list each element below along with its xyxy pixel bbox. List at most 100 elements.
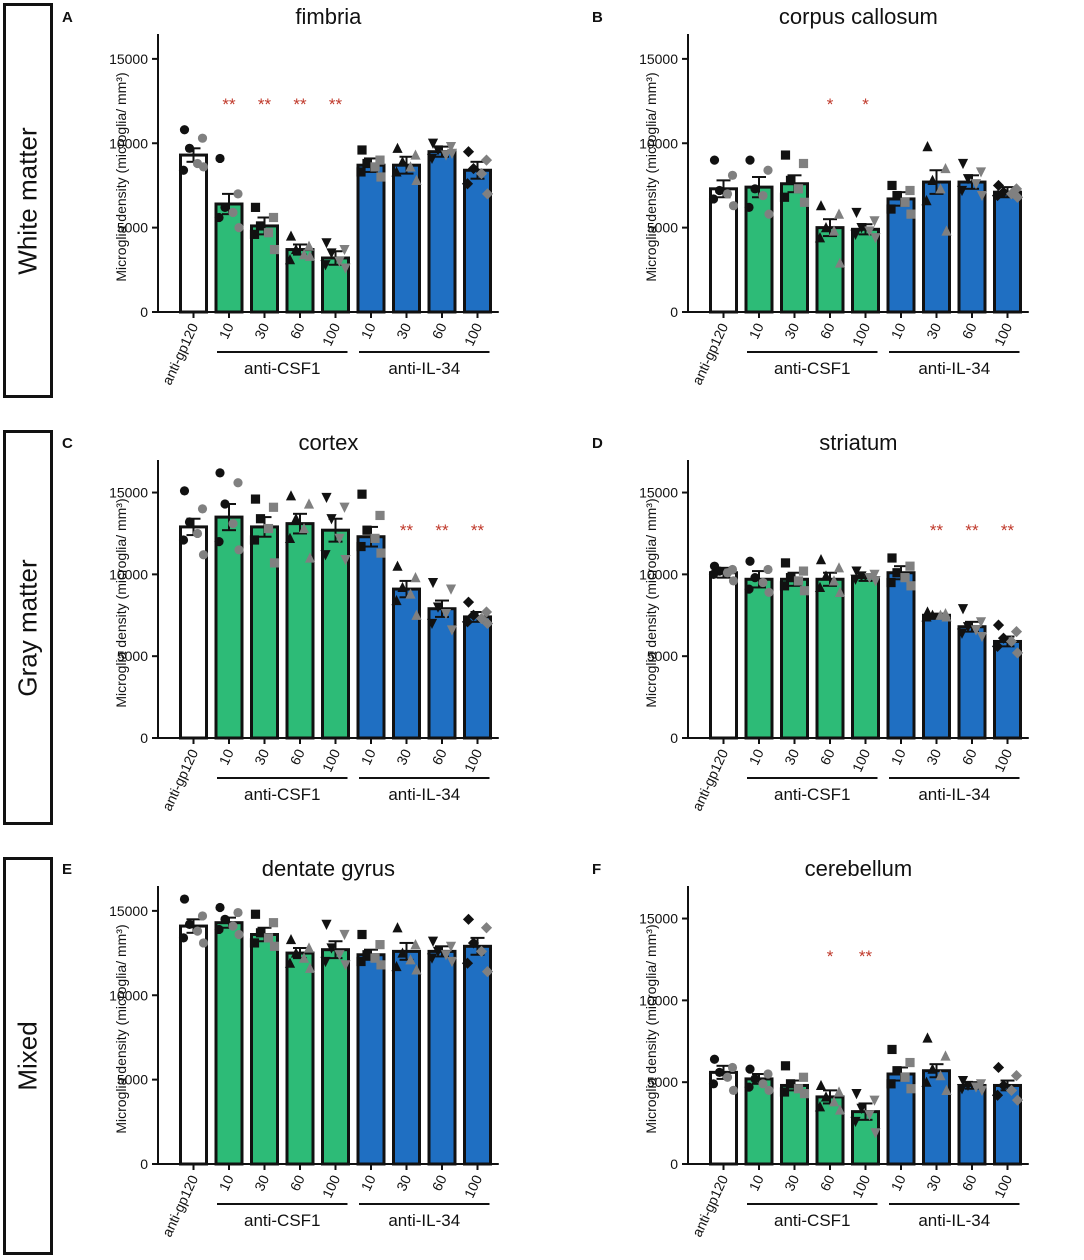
data-point bbox=[745, 1064, 755, 1074]
group-label: anti-IL-34 bbox=[388, 785, 460, 804]
panel-letter: F bbox=[592, 861, 601, 878]
data-point bbox=[303, 498, 315, 509]
data-point bbox=[475, 168, 488, 180]
bar bbox=[321, 948, 350, 1166]
data-point bbox=[220, 202, 230, 212]
data-point bbox=[376, 548, 386, 558]
significance-label: ** bbox=[435, 521, 449, 540]
data-point bbox=[764, 587, 774, 597]
bar bbox=[993, 190, 1022, 314]
data-point bbox=[975, 617, 987, 628]
data-point bbox=[233, 907, 243, 918]
data-point bbox=[285, 230, 297, 241]
x-tick-label: 100 bbox=[991, 1172, 1015, 1200]
y-tick-label: 15000 bbox=[639, 911, 678, 927]
data-point bbox=[356, 956, 366, 967]
bar bbox=[851, 576, 880, 740]
data-point bbox=[779, 581, 790, 591]
data-point bbox=[339, 244, 350, 256]
data-point bbox=[263, 228, 274, 238]
y-tick-label: 0 bbox=[140, 730, 148, 746]
significance-label: ** bbox=[293, 95, 307, 114]
data-point bbox=[362, 950, 372, 960]
data-point bbox=[709, 1054, 720, 1064]
data-point bbox=[285, 933, 297, 945]
data-point bbox=[833, 562, 845, 573]
x-tick-label: 60 bbox=[959, 1172, 980, 1193]
data-point bbox=[461, 957, 474, 969]
data-point bbox=[391, 594, 402, 606]
group-label: anti-CSF1 bbox=[774, 1211, 851, 1230]
data-point bbox=[764, 1085, 774, 1095]
x-tick-label: 30 bbox=[393, 320, 414, 341]
data-point bbox=[892, 568, 902, 578]
data-point bbox=[298, 952, 310, 963]
chart-title: cerebellum bbox=[805, 856, 913, 881]
x-tick-label: 30 bbox=[781, 320, 802, 341]
x-tick-label: 100 bbox=[849, 1172, 873, 1200]
significance-label: ** bbox=[258, 95, 272, 114]
data-point bbox=[284, 532, 296, 543]
significance-label: ** bbox=[222, 95, 236, 114]
data-point bbox=[886, 577, 896, 588]
data-point bbox=[298, 522, 310, 534]
data-point bbox=[763, 1069, 773, 1079]
data-point bbox=[255, 221, 266, 231]
data-point bbox=[255, 514, 266, 524]
data-point bbox=[375, 940, 385, 950]
data-point bbox=[785, 175, 796, 185]
data-point bbox=[991, 640, 1004, 652]
group-label: anti-CSF1 bbox=[244, 785, 321, 804]
data-point bbox=[445, 584, 457, 595]
x-tick-label: 60 bbox=[817, 1172, 838, 1193]
x-tick-label: 60 bbox=[817, 320, 838, 341]
x-tick-label: 30 bbox=[393, 1172, 414, 1193]
data-point bbox=[976, 631, 988, 643]
data-point bbox=[320, 956, 331, 968]
significance-label: ** bbox=[329, 95, 343, 114]
data-point bbox=[828, 575, 840, 586]
y-tick-label: 15000 bbox=[639, 485, 678, 501]
data-point bbox=[906, 1084, 916, 1094]
data-point bbox=[234, 223, 244, 233]
x-tick-label: 100 bbox=[461, 1172, 485, 1200]
data-point bbox=[481, 966, 494, 978]
data-point bbox=[303, 942, 315, 953]
data-point bbox=[1005, 1084, 1018, 1096]
data-point bbox=[750, 1074, 760, 1084]
chart-title: fimbria bbox=[295, 4, 362, 29]
data-point bbox=[179, 486, 190, 496]
data-point bbox=[197, 504, 208, 514]
data-point bbox=[708, 194, 719, 204]
group-label: anti-CSF1 bbox=[244, 1211, 321, 1230]
data-point bbox=[763, 165, 773, 175]
data-point bbox=[446, 625, 458, 636]
data-point bbox=[722, 568, 733, 578]
data-point bbox=[785, 573, 796, 583]
data-point bbox=[214, 212, 224, 223]
y-tick-label: 0 bbox=[140, 304, 148, 320]
data-point bbox=[906, 581, 916, 591]
y-axis-label: Microglia density (microglia/ mm³) bbox=[643, 498, 659, 707]
data-point bbox=[440, 950, 452, 961]
data-point bbox=[392, 142, 403, 153]
y-tick-label: 0 bbox=[140, 1156, 148, 1172]
x-tick-label: 60 bbox=[959, 320, 980, 341]
y-tick-label: 10000 bbox=[639, 992, 678, 1008]
data-point bbox=[392, 560, 403, 571]
data-point bbox=[362, 158, 372, 169]
x-tick-label: 100 bbox=[319, 320, 343, 348]
data-point bbox=[376, 960, 386, 970]
data-point bbox=[970, 625, 982, 636]
data-point bbox=[410, 939, 421, 950]
data-point bbox=[192, 528, 203, 539]
data-point bbox=[869, 569, 880, 580]
data-point bbox=[850, 229, 861, 240]
data-point bbox=[887, 553, 897, 563]
x-tick-label: 60 bbox=[287, 1172, 308, 1193]
group-label: anti-CSF1 bbox=[244, 359, 321, 378]
x-tick-label: 30 bbox=[923, 1172, 944, 1193]
x-tick-label: 30 bbox=[781, 1172, 802, 1193]
